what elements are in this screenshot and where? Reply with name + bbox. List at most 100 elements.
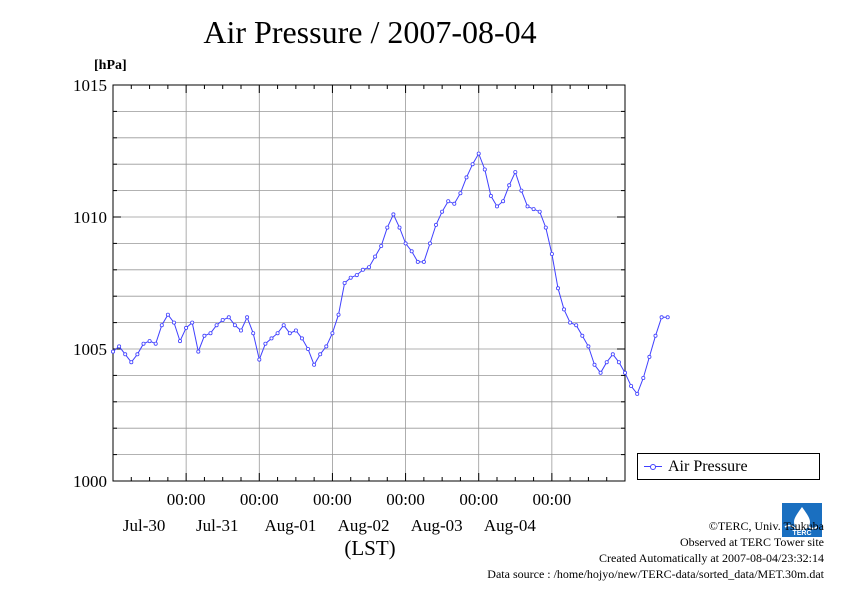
data-point [305, 346, 310, 351]
data-point [458, 191, 463, 196]
data-point [549, 251, 554, 256]
data-point [476, 151, 481, 156]
data-point [562, 307, 567, 312]
x-tick-date-label: Jul-31 [196, 516, 239, 535]
x-tick-time-label: 00:00 [532, 490, 571, 509]
x-tick-date-label: Aug-04 [484, 516, 536, 535]
data-point [196, 349, 201, 354]
data-point [427, 241, 432, 246]
data-point [190, 320, 195, 325]
data-point [665, 315, 670, 320]
data-point [580, 333, 585, 338]
x-tick-date-label: Jul-30 [123, 516, 166, 535]
data-point [184, 325, 189, 330]
data-point [226, 315, 231, 320]
data-point [153, 341, 158, 346]
data-point [659, 315, 664, 320]
data-point [269, 336, 274, 341]
legend-marker [650, 464, 656, 470]
legend-label: Air Pressure [668, 458, 748, 475]
x-axis-label: (LST) [344, 536, 395, 560]
terc-logo: TERC [782, 503, 822, 537]
data-point [299, 336, 304, 341]
data-point [287, 331, 292, 336]
data-point [214, 323, 219, 328]
data-point [360, 267, 365, 272]
data-point [519, 188, 524, 193]
data-point [312, 362, 317, 367]
data-point [275, 331, 280, 336]
data-point [177, 339, 182, 344]
data-point [342, 280, 347, 285]
data-point [263, 341, 268, 346]
copyright-text: ©TERC, Univ. Tsukuba [708, 519, 824, 533]
data-point [117, 344, 122, 349]
chart-title: Air Pressure / 2007-08-04 [203, 14, 537, 50]
data-point [141, 341, 146, 346]
svg-text:TERC: TERC [792, 530, 811, 537]
data-point [391, 212, 396, 217]
plot-area [112, 84, 626, 482]
x-tick-time-label: 00:00 [167, 490, 206, 509]
data-point [641, 375, 646, 380]
data-point [598, 370, 603, 375]
x-tick-date-label: Aug-03 [411, 516, 463, 535]
data-point [568, 320, 573, 325]
data-point [129, 360, 134, 365]
data-point [293, 328, 298, 333]
data-point [452, 201, 457, 206]
source-text: Data source : /home/hojyo/new/TERC-data/… [487, 567, 824, 581]
x-tick-date-label: Aug-01 [264, 516, 316, 535]
data-point [385, 225, 390, 230]
data-point [482, 167, 487, 172]
data-point [525, 204, 530, 209]
data-point [238, 328, 243, 333]
data-point [318, 352, 323, 357]
data-point [647, 354, 652, 359]
data-point [409, 249, 414, 254]
data-point [433, 222, 438, 227]
y-tick-label: 1005 [73, 340, 107, 359]
data-point [446, 199, 451, 204]
data-point [403, 241, 408, 246]
x-tick-time-label: 00:00 [459, 490, 498, 509]
data-point [470, 162, 475, 167]
data-point [586, 344, 591, 349]
data-point [543, 225, 548, 230]
data-point [635, 391, 640, 396]
data-point [251, 331, 256, 336]
data-point [379, 243, 384, 248]
data-point [373, 254, 378, 259]
data-point [324, 344, 329, 349]
data-point [531, 207, 536, 212]
data-point [111, 349, 116, 354]
x-tick-date-label: Aug-02 [338, 516, 390, 535]
legend: Air Pressure [637, 453, 820, 480]
data-point [397, 225, 402, 230]
data-point [464, 175, 469, 180]
data-point [421, 259, 426, 264]
data-point [354, 273, 359, 278]
data-point [202, 333, 207, 338]
data-point [604, 360, 609, 365]
data-point [415, 259, 420, 264]
x-tick-time-label: 00:00 [240, 490, 279, 509]
data-point [440, 209, 445, 214]
data-point [574, 323, 579, 328]
y-tick-label: 1015 [73, 76, 107, 95]
data-point [537, 209, 542, 214]
data-point [165, 312, 170, 317]
data-point [159, 323, 164, 328]
credits: ©TERC, Univ. Tsukuba Observed at TERC To… [487, 518, 824, 582]
y-tick-label: 1010 [73, 208, 107, 227]
data-point [501, 199, 506, 204]
data-point [348, 275, 353, 280]
data-point [366, 265, 371, 270]
data-point [488, 193, 493, 198]
data-point [232, 323, 237, 328]
data-point [220, 317, 225, 322]
observed-text: Observed at TERC Tower site [679, 535, 824, 549]
data-point [592, 362, 597, 367]
data-point [123, 352, 128, 357]
